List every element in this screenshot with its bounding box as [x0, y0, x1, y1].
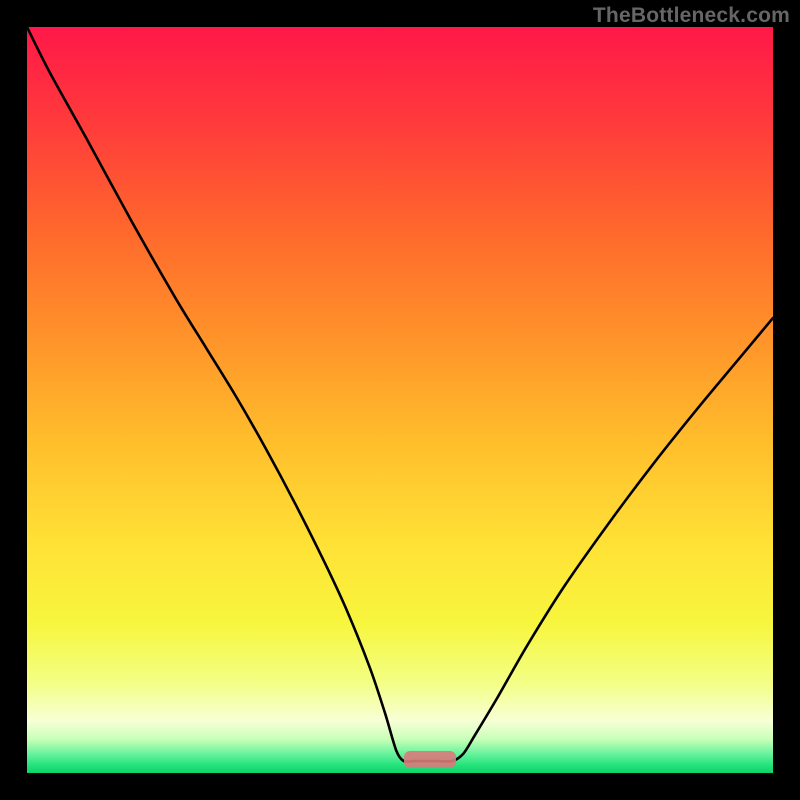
chart-stage: TheBottleneck.com — [0, 0, 800, 800]
sweet-spot-marker — [404, 751, 456, 767]
plot-area — [27, 27, 773, 773]
curve-path — [27, 27, 773, 762]
watermark-text: TheBottleneck.com — [593, 4, 790, 28]
bottleneck-curve — [27, 27, 773, 773]
